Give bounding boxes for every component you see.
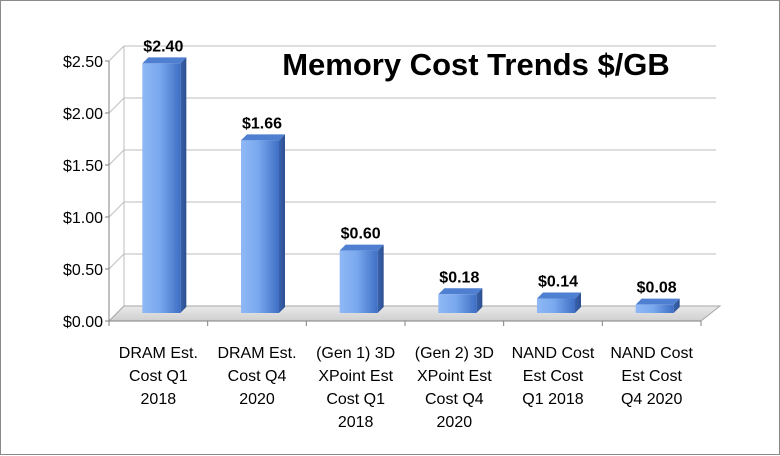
category-label: DRAM Est. Cost Q4 2020 — [217, 345, 296, 408]
bar — [241, 134, 285, 313]
category-label: (Gen 2) 3D XPoint Est Cost Q4 2020 — [415, 345, 494, 431]
data-label: $0.14 — [538, 273, 578, 290]
bar-side — [180, 57, 187, 314]
category-label-line: (Gen 1) 3D — [316, 345, 395, 362]
category-label-line: 2020 — [239, 391, 275, 408]
data-label: $1.66 — [242, 115, 282, 132]
category-label-line: Cost Q4 — [425, 391, 484, 408]
bar-side — [279, 134, 285, 313]
category-label-line: NAND Cost — [512, 345, 595, 362]
side-gridline — [108, 97, 125, 114]
bar-top — [241, 134, 285, 141]
category-label: (Gen 1) 3D XPoint Est Cost Q1 2018 — [316, 345, 395, 431]
bar-top — [438, 288, 483, 295]
x-axis-categories: DRAM Est. Cost Q1 2018 DRAM Est. Cost Q4 2020… — [119, 345, 694, 431]
data-label: $0.60 — [341, 226, 381, 243]
side-gridline — [108, 201, 125, 218]
category-label: NAND Cost Est Cost Q4 2020 — [610, 345, 693, 408]
category-label-line: DRAM Est. — [119, 345, 198, 362]
bar-side — [476, 288, 483, 313]
y-tick-label: $0.00 — [63, 314, 103, 331]
y-tick-label: $1.50 — [63, 158, 103, 175]
bar — [142, 57, 187, 314]
chart-floor — [107, 305, 722, 326]
bars — [142, 57, 680, 314]
bar-front — [142, 63, 181, 314]
bar-side — [575, 292, 581, 313]
side-gridline — [108, 45, 125, 62]
category-label-line: Cost Q1 — [326, 391, 385, 408]
category-label-line: 2020 — [437, 414, 473, 431]
category-label: NAND Cost Est Cost Q1 2018 — [512, 345, 595, 408]
category-label: DRAM Est. Cost Q1 2018 — [119, 345, 198, 408]
category-label-line: 2018 — [338, 414, 374, 431]
bar-side — [673, 298, 680, 313]
data-labels: $2.40 $1.66 $0.60 $0.18 $0.14 $0.08 — [143, 38, 676, 296]
data-label: $0.18 — [439, 269, 479, 286]
bar-top — [537, 292, 581, 299]
side-gridline — [108, 253, 125, 270]
floor-plane — [107, 305, 722, 322]
category-label-line: Cost Q1 — [129, 368, 188, 385]
category-label-line: (Gen 2) 3D — [415, 345, 494, 362]
gridlines — [108, 45, 716, 322]
bar — [635, 298, 680, 313]
data-label: $0.08 — [637, 280, 677, 297]
bar — [438, 288, 483, 313]
bar — [339, 244, 384, 313]
y-tick-label: $1.00 — [63, 210, 103, 227]
bar-front — [339, 250, 378, 313]
y-axis-ticks: $0.00 $0.50 $1.00 $1.50 $2.00 $2.50 — [63, 54, 109, 331]
category-label-line: Est Cost — [523, 368, 584, 385]
category-label-line: XPoint Est — [318, 368, 393, 385]
y-tick-label: $0.50 — [63, 262, 103, 279]
data-label: $2.40 — [143, 38, 183, 55]
bar-top — [635, 298, 680, 305]
bar-top — [339, 244, 384, 251]
bar-front — [537, 298, 575, 313]
bar-side — [377, 244, 384, 313]
category-label-line: Q4 2020 — [621, 391, 682, 408]
category-label-line: XPoint Est — [417, 368, 492, 385]
bar-front — [635, 304, 674, 313]
category-label-line: Q1 2018 — [522, 391, 583, 408]
bar — [537, 292, 581, 313]
bar-front — [438, 294, 477, 313]
y-tick-label: $2.50 — [63, 54, 103, 71]
category-label-line: Cost Q4 — [228, 368, 287, 385]
side-gridline — [108, 149, 125, 166]
category-label-line: DRAM Est. — [217, 345, 296, 362]
category-label-line: 2018 — [141, 391, 177, 408]
category-label-line: Est Cost — [621, 368, 682, 385]
category-label-line: NAND Cost — [610, 345, 693, 362]
bar-front — [241, 140, 279, 313]
y-tick-label: $2.00 — [63, 106, 103, 123]
chart-title: Memory Cost Trends $/GB — [282, 47, 670, 82]
bar-top — [142, 57, 187, 64]
